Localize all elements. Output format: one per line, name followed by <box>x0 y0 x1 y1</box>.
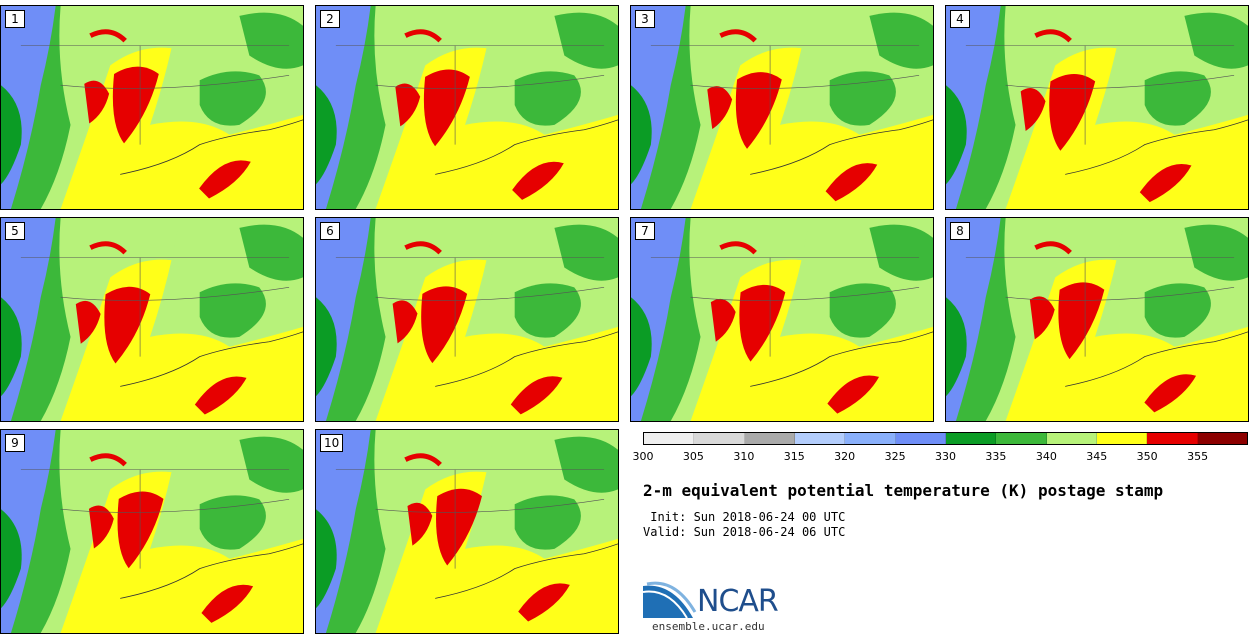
stamp-number-label: 9 <box>5 434 25 452</box>
colorbar-tick-label: 330 <box>935 450 956 463</box>
stamp-number-label: 5 <box>5 222 25 240</box>
colorbar-ticks: 300 305 310 315 320 325 330 335 340 345 350 355 <box>633 450 1248 464</box>
stamp-number-label: 1 <box>5 10 25 28</box>
colorbar <box>643 432 1248 445</box>
colorbar-tick-label: 340 <box>1035 450 1057 463</box>
colorbar-tick-label: 345 <box>1086 450 1108 463</box>
logo-url: ensemble.ucar.edu <box>652 620 765 633</box>
figure-title: 2-m equivalent potential temperature (K)… <box>643 481 1164 500</box>
stamp-number-label: 7 <box>635 222 655 240</box>
colorbar-segment <box>996 433 1047 444</box>
valid-time: Valid: Sun 2018-06-24 06 UTC <box>643 525 846 539</box>
postage-stamp-map: 4 <box>945 5 1249 210</box>
colorbar-tick-label: 310 <box>733 450 755 463</box>
colorbar-segment <box>945 433 997 444</box>
postage-stamp-map: 3 <box>630 5 934 210</box>
ncar-logo-text: NCAR <box>697 584 779 619</box>
postage-stamp-map: 6 <box>315 217 619 422</box>
stamp-number-label: 3 <box>635 10 655 28</box>
init-time: Init: Sun 2018-06-24 00 UTC <box>643 510 846 524</box>
colorbar-segment <box>1147 433 1198 444</box>
stamp-number-label: 10 <box>320 434 344 452</box>
colorbar-segment <box>1197 433 1247 444</box>
colorbar-tick-label: 350 <box>1136 450 1158 463</box>
colorbar-tick-label: 300 <box>632 450 654 463</box>
colorbar-segment <box>1096 433 1148 444</box>
colorbar-segment <box>744 433 795 444</box>
colorbar-segment <box>644 433 695 444</box>
colorbar-segment <box>845 433 896 444</box>
postage-stamp-map: 5 <box>0 217 304 422</box>
stamp-number-label: 4 <box>950 10 970 28</box>
colorbar-segment <box>895 433 946 444</box>
colorbar-segment <box>794 433 846 444</box>
colorbar-tick-label: 325 <box>884 450 906 463</box>
colorbar-tick-label: 320 <box>834 450 856 463</box>
colorbar-tick-label: 335 <box>985 450 1007 463</box>
colorbar-tick-label: 305 <box>682 450 704 463</box>
stamp-number-label: 8 <box>950 222 970 240</box>
postage-stamp-map: 7 <box>630 217 934 422</box>
stamp-number-label: 2 <box>320 10 340 28</box>
colorbar-tick-label: 355 <box>1187 450 1209 463</box>
postage-stamp-map: 8 <box>945 217 1249 422</box>
ncar-logo-icon <box>643 581 697 619</box>
colorbar-segment <box>1046 433 1097 444</box>
postage-stamp-map: 9 <box>0 429 304 634</box>
postage-stamp-map: 2 <box>315 5 619 210</box>
postage-stamp-map: 10 <box>315 429 619 634</box>
stamp-number-label: 6 <box>320 222 340 240</box>
colorbar-tick-label: 315 <box>783 450 805 463</box>
colorbar-segment <box>694 433 745 444</box>
postage-stamp-map: 1 <box>0 5 304 210</box>
